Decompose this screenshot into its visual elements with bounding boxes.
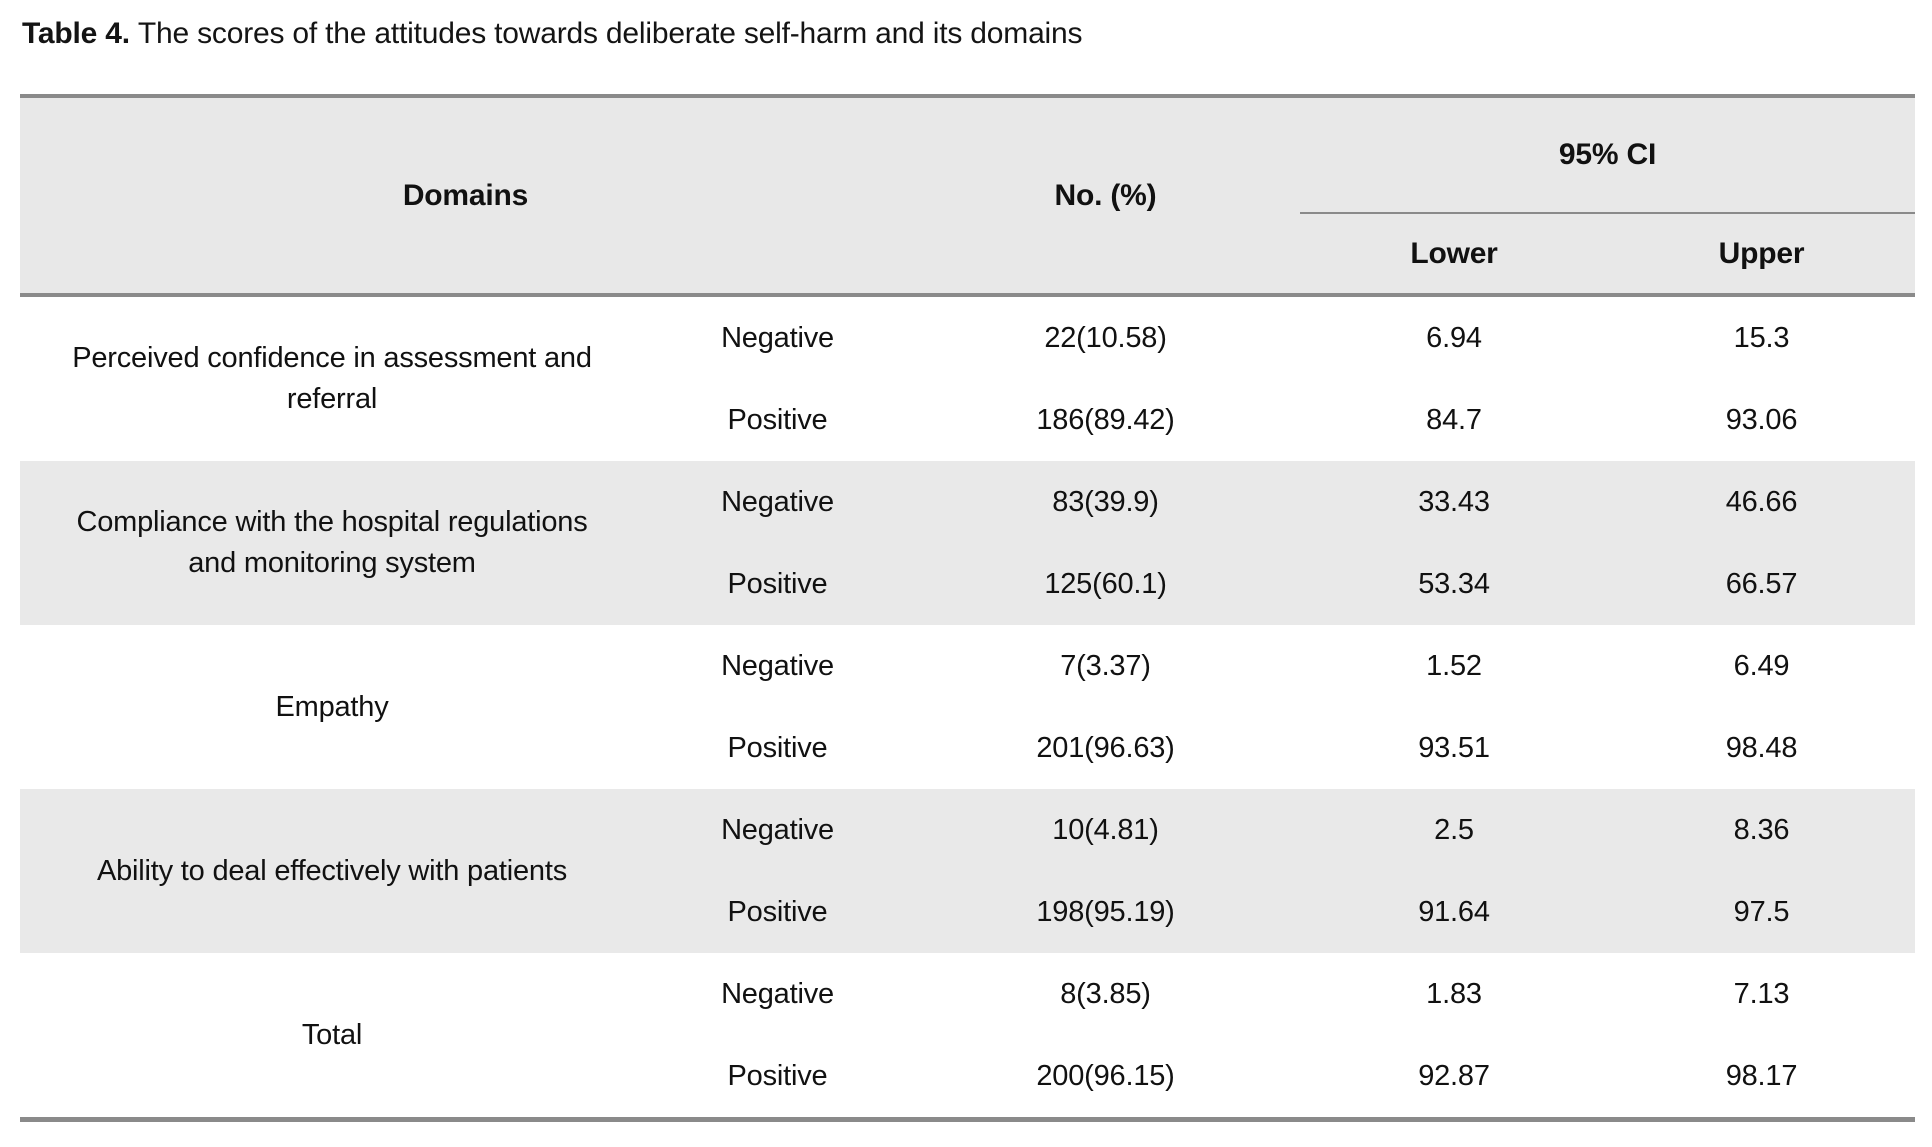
attitude-label: Negative xyxy=(721,813,834,846)
domain-group-total: Total Negative 8(3.85) 1.83 7.13 Positiv… xyxy=(20,953,1915,1117)
domain-cell: Ability to deal effectively with patient… xyxy=(96,854,568,887)
ci-upper-cell: 15.3 xyxy=(1733,321,1790,354)
ci-upper-cell: 7.13 xyxy=(1733,977,1790,1010)
count-cell: 8(3.85) xyxy=(1060,977,1151,1010)
domain-group-empathy: Empathy Negative 7(3.37) 1.52 6.49 Posit… xyxy=(20,625,1915,789)
ci-lower-cell: 84.7 xyxy=(1426,403,1482,436)
domain-group-ability: Ability to deal effectively with patient… xyxy=(20,789,1915,953)
ci-upper-cell: 8.36 xyxy=(1733,813,1790,846)
count-cell: 125(60.1) xyxy=(1044,567,1167,600)
header-ci-subrow: Lower Upper xyxy=(1300,214,1915,293)
count-cell: 200(96.15) xyxy=(1036,1059,1175,1092)
domain-group-perceived-confidence: Perceived confidence in assessment and r… xyxy=(20,297,1915,461)
ci-upper-cell: 98.17 xyxy=(1725,1059,1798,1092)
count-cell: 83(39.9) xyxy=(1052,485,1159,518)
ci-upper-cell: 6.49 xyxy=(1733,649,1790,682)
ci-lower-cell: 2.5 xyxy=(1434,813,1474,846)
attitude-label: Negative xyxy=(721,485,834,518)
attitude-label: Negative xyxy=(721,321,834,354)
domain-cell: Compliance with the hospital regulations… xyxy=(76,506,588,579)
attitude-label: Positive xyxy=(727,403,828,436)
table-header: Domains No. (%) 95% CI Lower Upper xyxy=(20,98,1915,297)
domain-cell: Perceived confidence in assessment and r… xyxy=(72,342,592,415)
ci-lower-cell: 53.34 xyxy=(1418,567,1490,600)
table-caption-text: The scores of the attitudes towards deli… xyxy=(137,17,1083,50)
ci-upper-cell: 98.48 xyxy=(1725,731,1798,764)
table-caption-label: Table 4. xyxy=(22,17,130,50)
count-cell: 186(89.42) xyxy=(1036,403,1175,436)
attitude-label: Negative xyxy=(721,649,834,682)
domain-cell: Empathy xyxy=(275,690,389,723)
count-cell: 10(4.81) xyxy=(1052,813,1159,846)
ci-lower-cell: 92.87 xyxy=(1418,1059,1490,1092)
header-ci-lower: Lower xyxy=(1410,236,1498,270)
attitude-label: Negative xyxy=(721,977,834,1010)
attitudes-table: Domains No. (%) 95% CI Lower Upper Perce… xyxy=(20,94,1915,1122)
ci-lower-cell: 33.43 xyxy=(1418,485,1490,518)
ci-upper-cell: 46.66 xyxy=(1725,485,1798,518)
header-domains: Domains xyxy=(402,178,529,212)
ci-lower-cell: 6.94 xyxy=(1426,321,1482,354)
ci-lower-cell: 1.83 xyxy=(1426,977,1482,1010)
count-cell: 201(96.63) xyxy=(1036,731,1175,764)
header-ci: 95% CI xyxy=(1300,98,1915,214)
attitude-label: Positive xyxy=(727,731,828,764)
ci-upper-cell: 66.57 xyxy=(1725,567,1798,600)
ci-upper-cell: 97.5 xyxy=(1733,895,1790,928)
attitude-label: Positive xyxy=(727,1059,828,1092)
ci-lower-cell: 91.64 xyxy=(1418,895,1490,928)
header-no-pct: No. (%) xyxy=(1054,178,1157,212)
count-cell: 7(3.37) xyxy=(1060,649,1151,682)
attitude-label: Positive xyxy=(727,567,828,600)
header-ci-group: 95% CI Lower Upper xyxy=(1300,98,1915,293)
header-ci-upper: Upper xyxy=(1718,236,1805,270)
ci-lower-cell: 1.52 xyxy=(1426,649,1482,682)
domain-group-compliance: Compliance with the hospital regulations… xyxy=(20,461,1915,625)
ci-lower-cell: 93.51 xyxy=(1418,731,1490,764)
attitude-label: Positive xyxy=(727,895,828,928)
table-caption: Table 4. The scores of the attitudes towa… xyxy=(0,0,1932,52)
ci-upper-cell: 93.06 xyxy=(1725,403,1798,436)
domain-cell: Total xyxy=(301,1018,363,1051)
count-cell: 22(10.58) xyxy=(1044,321,1167,354)
table-body: Perceived confidence in assessment and r… xyxy=(20,297,1915,1117)
count-cell: 198(95.19) xyxy=(1036,895,1175,928)
